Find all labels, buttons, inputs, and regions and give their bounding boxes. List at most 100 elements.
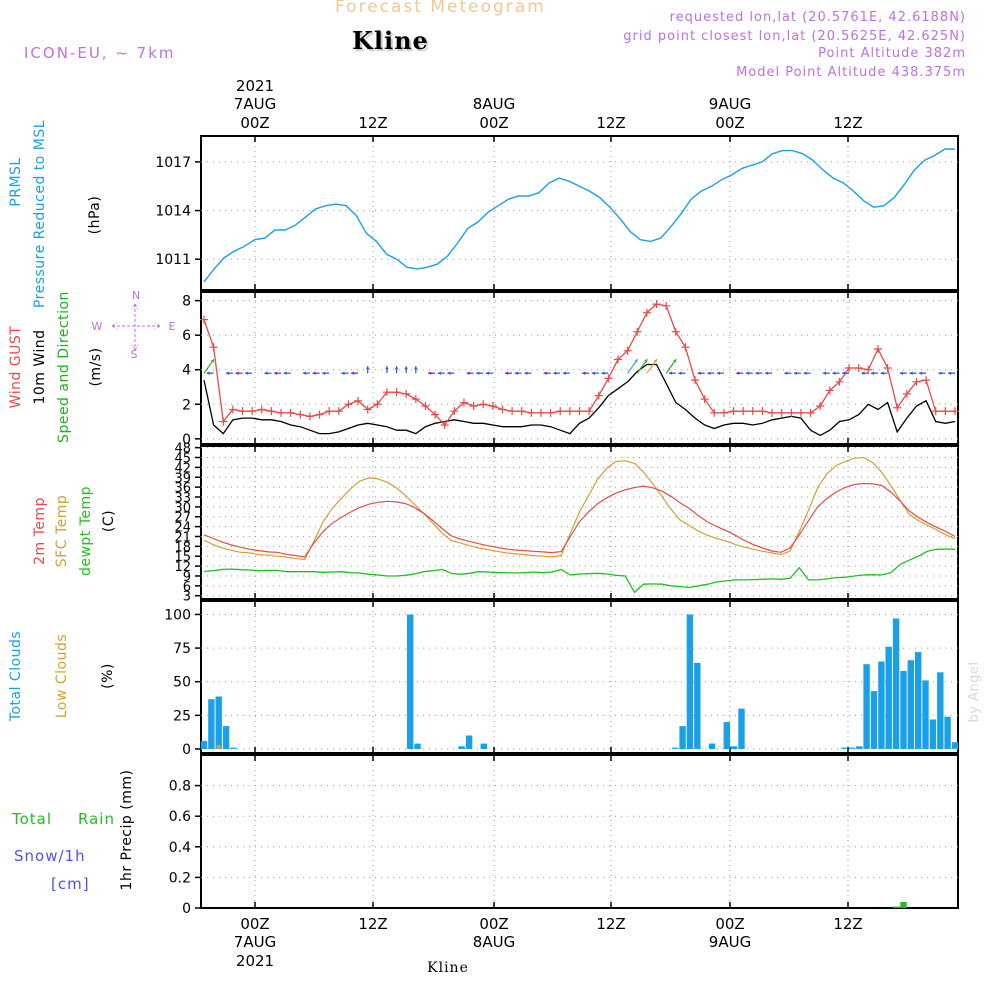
top-time-tick-label: 12Z: [358, 114, 387, 132]
cloud-bar: [900, 670, 907, 749]
cloud-unit-label: (%): [100, 663, 116, 689]
gust-marker: [305, 412, 314, 421]
wind-direction-arrowhead: [394, 366, 399, 370]
gust-marker: [373, 400, 382, 409]
model-label: ICON-EU, ~ 7km: [24, 44, 176, 62]
gust-marker: [700, 395, 709, 404]
chart-title: Forecast Meteogram: [335, 0, 546, 17]
rain-bar: [892, 906, 900, 908]
y-tick-label: 27: [174, 511, 191, 526]
wind-direction-arrowhead: [697, 371, 701, 375]
panel-frame: [200, 600, 959, 754]
wind-direction-arrowhead: [668, 371, 672, 375]
gust-marker: [575, 407, 584, 416]
y-tick-label: 0: [182, 432, 191, 448]
cloud-bar: [915, 652, 922, 749]
gust-marker: [565, 407, 574, 416]
bottom-time-tick-label: 00Z: [240, 915, 269, 933]
panel-frame: [200, 291, 959, 445]
gust-marker: [739, 407, 748, 416]
direction-legend-e: E: [169, 320, 176, 333]
cloud-bar: [944, 716, 951, 749]
wind-direction-arrowhead: [822, 371, 826, 375]
wind-direction-arrowhead: [736, 371, 740, 375]
gust-marker: [498, 405, 507, 414]
temp-2m-line: [203, 482, 956, 558]
wind-direction-arrowhead: [745, 371, 749, 375]
wind-direction-arrowhead: [312, 371, 316, 375]
panel-frame: [200, 754, 959, 909]
gust-marker: [257, 405, 266, 414]
top-year-label: 2021: [236, 77, 274, 95]
dewpoint-label: dewpt Temp: [78, 486, 94, 576]
wind-direction-arrowhead: [803, 371, 807, 375]
y-tick-label: 39: [174, 471, 191, 486]
gust-marker: [777, 408, 786, 417]
y-tick-label: 48: [174, 442, 191, 457]
cloud-bar: [458, 746, 465, 749]
cloud-bar: [686, 614, 694, 749]
wind-direction-arrowhead: [505, 371, 509, 375]
wind-direction-arrowhead: [591, 371, 595, 375]
gust-marker: [604, 374, 613, 383]
top-date-label: 8AUG: [473, 95, 515, 113]
gust-marker: [662, 301, 671, 310]
cloud-bar: [878, 661, 885, 749]
panel-2: 0 2 4 6 8: [182, 291, 959, 448]
gust-marker: [614, 355, 623, 364]
wind-direction-arrowhead: [716, 371, 720, 375]
gust-marker: [585, 407, 594, 416]
bottom-date-label: 8AUG: [473, 933, 515, 951]
gust-marker: [922, 376, 931, 385]
watermark: by Angel: [967, 661, 982, 722]
wind-direction-arrowhead: [514, 371, 518, 375]
wind-direction-title-label: Speed and Direction: [56, 291, 72, 443]
gust-marker: [758, 407, 767, 416]
temp-2m-label: 2m Temp: [32, 497, 48, 565]
y-tick-label: 50: [173, 675, 191, 691]
y-tick-label: 100: [164, 607, 191, 623]
y-tick-label: 0.4: [169, 840, 191, 856]
gust-marker: [902, 389, 911, 398]
gust-marker: [450, 407, 459, 416]
cloud-bar: [937, 672, 944, 749]
gust-marker: [835, 377, 844, 386]
gust-marker: [479, 400, 488, 409]
wind-direction-arrowhead: [562, 371, 566, 375]
wind-direction-arrowhead: [634, 359, 638, 363]
temp-unit-label: (C): [101, 510, 117, 532]
gust-marker: [854, 364, 863, 372]
y-tick-label: 18: [174, 540, 191, 555]
cloud-bar: [730, 746, 738, 749]
direction-legend-w: W: [92, 320, 103, 333]
top-date-label: 7AUG: [234, 95, 276, 113]
cloud-bar: [708, 743, 716, 749]
gust-marker: [912, 377, 921, 386]
sfc-temp-line: [203, 456, 956, 561]
wind-direction-arrowhead: [707, 371, 711, 375]
wind-direction-arrowhead: [485, 371, 489, 375]
gust-marker: [671, 327, 680, 336]
y-tick-label: 25: [173, 708, 191, 724]
gust-marker: [719, 408, 728, 417]
sfc-temp-label: SFC Temp: [54, 495, 70, 567]
gust-marker: [768, 408, 777, 417]
wind-direction-arrowhead: [673, 359, 677, 363]
y-tick-label: 6: [182, 328, 191, 344]
wind-direction-arrowhead: [341, 371, 345, 375]
wind-direction-arrowhead: [948, 371, 952, 375]
panel-4: 0 25 50 75 100: [164, 600, 959, 758]
bottom-year-label: 2021: [236, 952, 274, 970]
model-point-altitude: Model Point Altitude 438.375m: [736, 65, 966, 80]
direction-legend-n: N: [132, 289, 140, 302]
pressure-line: [203, 148, 955, 283]
y-tick-label: 0.6: [169, 809, 191, 825]
bottom-time-tick-label: 12Z: [833, 915, 862, 933]
gust-marker: [238, 407, 247, 416]
gust-marker: [411, 395, 420, 404]
wind-direction-arrowhead: [644, 359, 648, 363]
wind-direction-arrowhead: [414, 366, 418, 370]
cloud-bar: [929, 719, 937, 749]
cloud-bar: [863, 664, 870, 749]
